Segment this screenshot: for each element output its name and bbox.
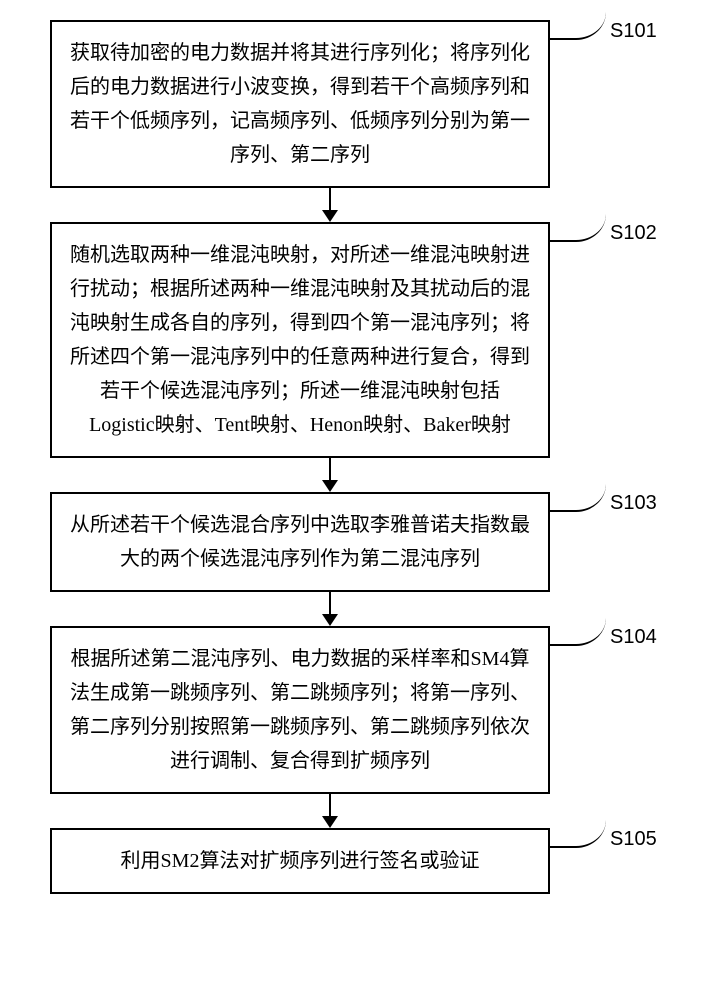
- flow-arrow: [322, 794, 338, 828]
- flow-node: 获取待加密的电力数据并将其进行序列化；将序列化后的电力数据进行小波变换，得到若干…: [50, 20, 610, 188]
- node-text: 根据所述第二混沌序列、电力数据的采样率和SM4算法生成第一跳频序列、第二跳频序列…: [70, 648, 530, 772]
- leader-line: [550, 482, 606, 512]
- flow-node: 利用SM2算法对扩频序列进行签名或验证 S105: [50, 828, 610, 894]
- flow-arrow: [322, 458, 338, 492]
- leader-line: [550, 212, 606, 242]
- node-label-wrap: S105: [550, 822, 657, 851]
- node-box-s103: 从所述若干个候选混合序列中选取李雅普诺夫指数最大的两个候选混沌序列作为第二混沌序…: [50, 492, 550, 592]
- node-box-s102: 随机选取两种一维混沌映射，对所述一维混沌映射进行扰动；根据所述两种一维混沌映射及…: [50, 222, 550, 458]
- node-label-wrap: S104: [550, 620, 657, 649]
- leader-line: [550, 616, 606, 646]
- flow-node: 从所述若干个候选混合序列中选取李雅普诺夫指数最大的两个候选混沌序列作为第二混沌序…: [50, 492, 610, 592]
- step-label: S102: [610, 222, 657, 245]
- flow-node: 随机选取两种一维混沌映射，对所述一维混沌映射进行扰动；根据所述两种一维混沌映射及…: [50, 222, 610, 458]
- node-box-s101: 获取待加密的电力数据并将其进行序列化；将序列化后的电力数据进行小波变换，得到若干…: [50, 20, 550, 188]
- node-text: 利用SM2算法对扩频序列进行签名或验证: [121, 850, 480, 872]
- flowchart-container: 获取待加密的电力数据并将其进行序列化；将序列化后的电力数据进行小波变换，得到若干…: [50, 20, 610, 894]
- step-label: S103: [610, 492, 657, 515]
- step-label: S104: [610, 626, 657, 649]
- flow-arrow: [322, 592, 338, 626]
- flow-arrow: [322, 188, 338, 222]
- node-text: 从所述若干个候选混合序列中选取李雅普诺夫指数最大的两个候选混沌序列作为第二混沌序…: [70, 514, 530, 570]
- step-label: S105: [610, 828, 657, 851]
- step-label: S101: [610, 20, 657, 43]
- node-label-wrap: S103: [550, 486, 657, 515]
- node-label-wrap: S102: [550, 216, 657, 245]
- flow-node: 根据所述第二混沌序列、电力数据的采样率和SM4算法生成第一跳频序列、第二跳频序列…: [50, 626, 610, 794]
- leader-line: [550, 818, 606, 848]
- leader-line: [550, 10, 606, 40]
- node-box-s104: 根据所述第二混沌序列、电力数据的采样率和SM4算法生成第一跳频序列、第二跳频序列…: [50, 626, 550, 794]
- node-text: 获取待加密的电力数据并将其进行序列化；将序列化后的电力数据进行小波变换，得到若干…: [70, 42, 530, 166]
- node-text: 随机选取两种一维混沌映射，对所述一维混沌映射进行扰动；根据所述两种一维混沌映射及…: [70, 244, 530, 436]
- node-label-wrap: S101: [550, 14, 657, 43]
- node-box-s105: 利用SM2算法对扩频序列进行签名或验证: [50, 828, 550, 894]
